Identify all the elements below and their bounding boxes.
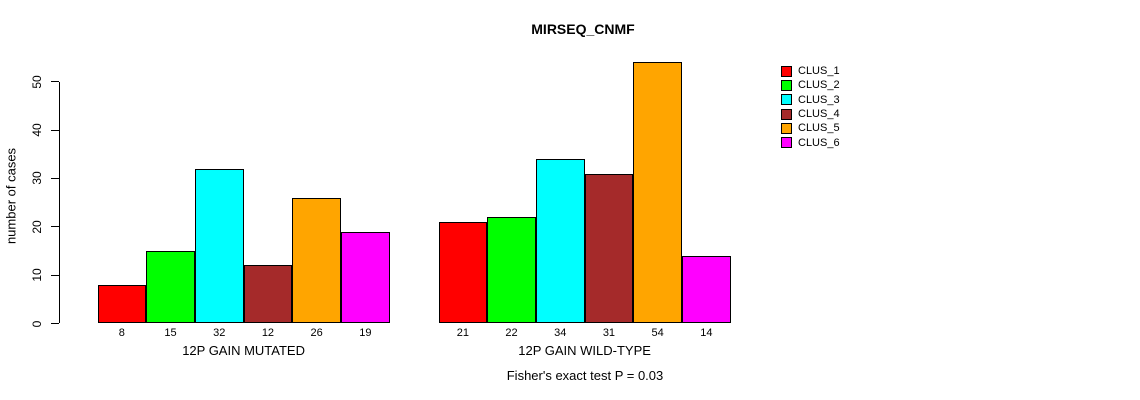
bar-clus_2-1 [146, 250, 195, 324]
bar-clus_6-2 [682, 255, 731, 324]
y-tick [51, 177, 59, 179]
y-tick [51, 226, 59, 228]
bar-value-label: 12 [261, 326, 275, 339]
legend-label: CLUS_3 [798, 93, 840, 106]
legend-item-clus_6: CLUS_6 [781, 135, 840, 149]
bar-value-label: 26 [310, 326, 323, 339]
y-tick-label: 0 [30, 320, 44, 327]
legend-swatch [781, 122, 792, 134]
y-tick-label: 10 [30, 268, 44, 282]
bar-value-label: 21 [456, 326, 469, 339]
y-axis-line [59, 81, 60, 324]
legend-item-clus_5: CLUS_5 [781, 121, 840, 135]
bar-value-label: 31 [602, 326, 616, 339]
legend-label: CLUS_4 [798, 108, 840, 121]
legend-item-clus_2: CLUS_2 [781, 78, 840, 92]
y-tick-label: 40 [30, 123, 44, 137]
y-tick [51, 274, 59, 276]
bar-value-label: 32 [213, 326, 226, 339]
y-tick-label: 20 [30, 220, 44, 234]
legend-item-clus_4: CLUS_4 [781, 107, 840, 121]
bar-clus_1-1 [97, 284, 147, 324]
y-tick-label: 30 [30, 171, 44, 186]
y-tick [51, 81, 59, 83]
legend-label: CLUS_6 [798, 136, 840, 149]
legend-label: CLUS_2 [798, 79, 840, 92]
group-label: 12P GAIN WILD-TYPE [518, 343, 651, 358]
group-label: 12P GAIN MUTATED [182, 343, 305, 358]
bar-clus_5-2 [633, 62, 682, 324]
y-tick-label: 50 [30, 75, 44, 89]
bar-clus_4-2 [584, 173, 634, 324]
legend-swatch [781, 79, 792, 91]
fisher-test-annotation: Fisher's exact test P = 0.03 [506, 368, 664, 383]
y-tick [51, 129, 59, 131]
legend-item-clus_1: CLUS_1 [781, 64, 840, 78]
legend-swatch [781, 108, 792, 120]
chart-title: MIRSEQ_CNMF [531, 21, 635, 37]
bar-value-label: 19 [359, 326, 372, 339]
legend-label: CLUS_5 [798, 122, 840, 135]
legend-swatch [781, 137, 792, 149]
bar-value-label: 14 [700, 326, 713, 339]
bar-clus_3-1 [194, 168, 244, 324]
bar-clus_6-1 [341, 231, 390, 324]
y-tick [51, 323, 59, 324]
bar-value-label: 8 [118, 326, 125, 339]
bar-clus_1-2 [438, 221, 488, 324]
y-axis-label: number of cases [3, 147, 19, 245]
bar-clus_5-1 [292, 197, 341, 324]
legend-swatch [781, 65, 792, 77]
bar-value-label: 22 [505, 326, 518, 339]
legend-label: CLUS_1 [798, 65, 840, 78]
bar-clus_4-1 [243, 265, 293, 324]
legend: CLUS_1 CLUS_2 CLUS_3 CLUS_4 CLUS_5 CLUS_6 [781, 64, 840, 150]
bar-value-label: 54 [651, 326, 664, 339]
legend-swatch [781, 94, 792, 106]
bar-value-label: 34 [554, 326, 567, 339]
bar-clus_2-2 [487, 217, 536, 324]
bar-clus_3-2 [535, 159, 585, 324]
bar-value-label: 15 [164, 326, 177, 339]
legend-item-clus_3: CLUS_3 [781, 93, 840, 107]
